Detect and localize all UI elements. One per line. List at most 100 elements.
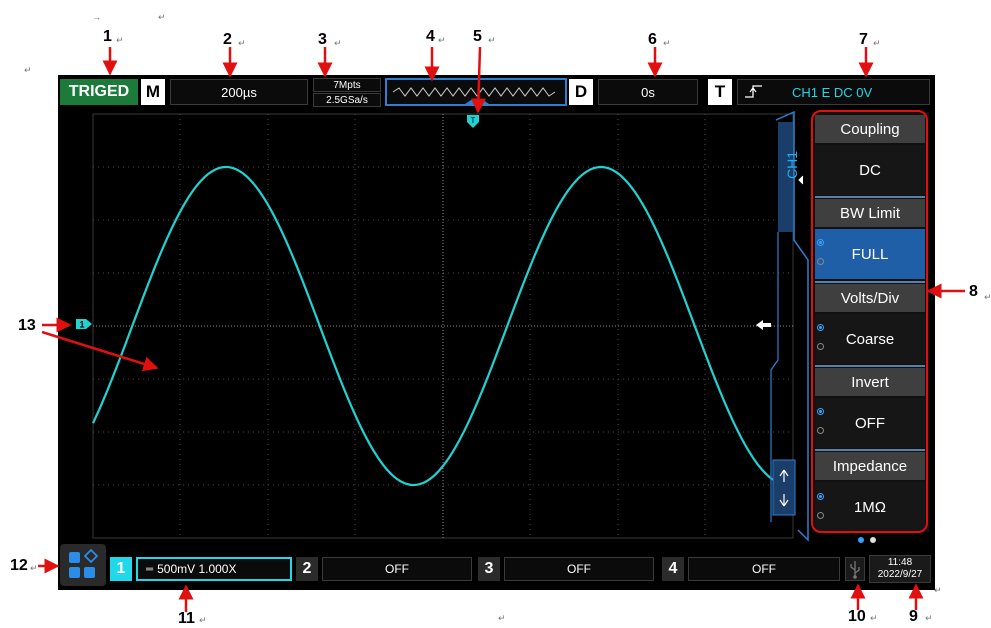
paragraph-mark: ↵ [984,292,991,302]
volts-div-value: Coarse [845,330,895,348]
callout-6: 6 [648,31,657,48]
dc-coupling-icon: ═ [146,563,154,575]
paragraph-mark: → [92,12,101,22]
ch1-menu-tab[interactable] [770,110,816,550]
ch3-setting-text: OFF [567,562,591,576]
trigger-letter-text: T [714,82,726,101]
bw-limit-title: BW Limit [840,204,900,222]
menu-pointer-icon [798,175,804,185]
rising-edge-icon [745,85,762,98]
trig-status-text: TRIGED [68,83,130,100]
ch1-number-text: 1 [116,560,126,577]
paragraph-mark: ↵ [925,613,933,623]
ch2-number[interactable]: 2 [296,557,318,581]
apps-grid-icon [69,548,99,578]
scroll-arrows-box[interactable] [772,459,796,516]
datetime-display: 11:48 2022/9/27 [869,555,931,583]
impedance-radio-1[interactable] [817,493,824,500]
sample-rate-display: 2.5GSa/s [313,93,381,107]
bw-limit-radio-2[interactable] [817,258,824,265]
callout-4: 4 [426,28,435,45]
memory-depth-text: 7Mpts [333,79,361,91]
delay-letter-text: D [574,82,588,101]
volts-div-radio-2[interactable] [817,343,824,350]
menu-divider [815,281,925,283]
ch1-waveform-trace [92,165,774,487]
bw-limit-value: FULL [851,245,889,263]
invert-radio-2[interactable] [817,427,824,434]
bw-limit-button[interactable]: FULL [815,229,925,279]
ch1-number[interactable]: 1 [110,557,132,581]
usb-icon[interactable] [845,557,865,581]
menu-divider [815,365,925,367]
ch3-setting[interactable]: OFF [504,557,654,581]
impedance-value: 1MΩ [853,498,887,516]
ch4-number-text: 4 [668,560,678,577]
ch4-number[interactable]: 4 [662,557,684,581]
mode-letter[interactable]: M [141,79,165,105]
coupling-title: Coupling [840,120,900,138]
paragraph-mark: ↵ [199,615,207,625]
paragraph-mark: ↵ [663,38,671,48]
callout-13: 13 [18,317,36,334]
arrow-up-icon[interactable] [779,469,789,482]
waveform-area[interactable]: T 1 [58,108,808,548]
memory-depth-display: 7Mpts [313,78,381,92]
impedance-radio-2[interactable] [817,512,824,519]
ch2-number-text: 2 [302,560,312,577]
invert-radio-1[interactable] [817,408,824,415]
paragraph-mark: ↵ [498,613,506,623]
page-dot[interactable] [870,537,876,543]
paragraph-mark: ↵ [870,613,878,623]
trigger-letter[interactable]: T [708,79,732,105]
callout-12: 12 [10,557,28,574]
paragraph-mark: ↵ [438,35,446,45]
callout-7: 7 [859,31,868,48]
callout-8: 8 [969,283,978,300]
ch3-number[interactable]: 3 [478,557,500,581]
coupling-header: Coupling [815,115,925,143]
sample-rate-text: 2.5GSa/s [326,94,368,106]
trigger-position-marker[interactable] [467,115,479,128]
menu-divider [815,449,925,451]
volts-div-button[interactable]: Coarse [815,314,925,364]
callout-11: 11 [178,610,195,627]
callout-2: 2 [223,31,232,48]
paragraph-mark: ↵ [24,65,32,75]
ch2-setting[interactable]: OFF [322,557,472,581]
paragraph-mark: ↵ [334,38,342,48]
arrow-down-icon[interactable] [779,494,789,507]
trig-status-badge: TRIGED [60,79,138,105]
ch1-setting-text: 500mV 1.000X [157,562,237,576]
paragraph-mark: ↵ [488,35,496,45]
invert-button[interactable]: OFF [815,398,925,448]
impedance-header: Impedance [815,452,925,480]
page-dot-active[interactable] [858,537,864,543]
ch2-setting-text: OFF [385,562,409,576]
invert-value: OFF [855,414,885,432]
trigger-info-display[interactable]: CH1 E DC 0V [737,79,930,105]
invert-title: Invert [851,373,889,391]
volts-div-header: Volts/Div [815,284,925,312]
bw-limit-radio-1[interactable] [817,239,824,246]
ch4-setting[interactable]: OFF [688,557,840,581]
ch1-setting[interactable]: ═ 500mV 1.000X [136,557,292,581]
trigger-level-arrow-icon[interactable] [756,320,771,330]
coupling-button[interactable]: DC [815,145,925,195]
paragraph-mark: ↵ [116,35,124,45]
ch3-number-text: 3 [484,560,494,577]
menu-highlight-outline [811,110,928,533]
ch1-offset-label: 1 [79,320,84,330]
timebase-display[interactable]: 200µs [170,79,308,105]
impedance-button[interactable]: 1MΩ [815,482,925,532]
delay-letter[interactable]: D [569,79,593,105]
callout-10: 10 [848,608,866,625]
volts-div-radio-1[interactable] [817,324,824,331]
delay-display[interactable]: 0s [598,79,698,105]
trigger-info-text: CH1 E DC 0V [792,84,873,100]
mode-letter-text: M [145,82,161,101]
ch1-offset-marker[interactable] [76,319,92,329]
home-menu-button[interactable] [60,544,106,586]
callout-3: 3 [318,31,327,48]
